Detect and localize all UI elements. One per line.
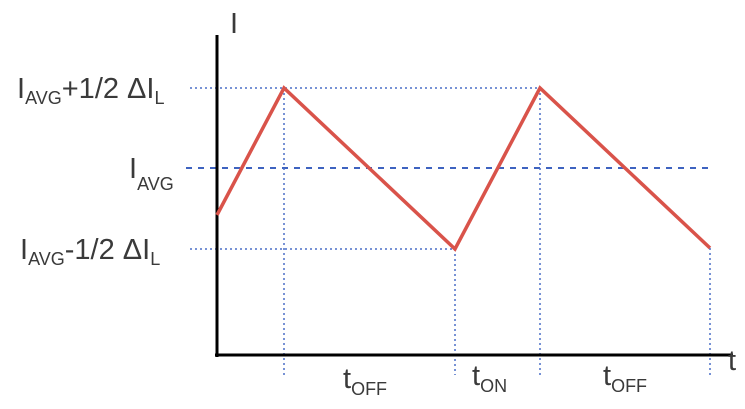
y-axis-label: I xyxy=(230,8,238,40)
t-off-label-1: tOFF xyxy=(343,363,387,399)
t-off-label-2: tOFF xyxy=(603,360,647,396)
max-level-label: IAVG+1/2 ΔIL xyxy=(17,73,165,108)
current-waveform xyxy=(215,85,712,252)
x-axis-label: t xyxy=(728,345,736,377)
min-level-label: IAVG-1/2 ΔIL xyxy=(20,234,160,269)
t-on-label: tON xyxy=(472,360,507,396)
avg-level-label: IAVG xyxy=(129,153,174,194)
